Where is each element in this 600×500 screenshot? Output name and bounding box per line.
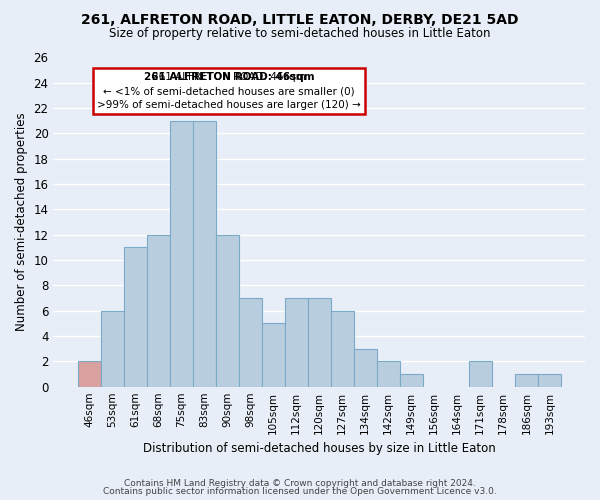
Bar	[146, 235, 170, 386]
Bar	[193, 121, 215, 386]
Text: 261 ALFRETON ROAD: 46sqm: 261 ALFRETON ROAD: 46sqm	[143, 72, 314, 83]
Bar	[124, 248, 146, 386]
Bar	[331, 310, 354, 386]
Bar	[170, 121, 193, 386]
Text: Contains HM Land Registry data © Crown copyright and database right 2024.: Contains HM Land Registry data © Crown c…	[124, 478, 476, 488]
Text: Size of property relative to semi-detached houses in Little Eaton: Size of property relative to semi-detach…	[109, 28, 491, 40]
Y-axis label: Number of semi-detached properties: Number of semi-detached properties	[15, 113, 28, 332]
X-axis label: Distribution of semi-detached houses by size in Little Eaton: Distribution of semi-detached houses by …	[143, 442, 496, 455]
Bar	[308, 298, 331, 386]
Bar	[101, 310, 124, 386]
Bar	[239, 298, 262, 386]
Bar	[400, 374, 423, 386]
Bar	[77, 362, 101, 386]
Bar	[469, 362, 492, 386]
Bar	[538, 374, 561, 386]
Bar	[377, 362, 400, 386]
Bar	[284, 298, 308, 386]
Text: 261 ALFRETON ROAD: 46sqm
← <1% of semi-detached houses are smaller (0)
>99% of s: 261 ALFRETON ROAD: 46sqm ← <1% of semi-d…	[97, 72, 361, 110]
Bar	[215, 235, 239, 386]
Text: 261, ALFRETON ROAD, LITTLE EATON, DERBY, DE21 5AD: 261, ALFRETON ROAD, LITTLE EATON, DERBY,…	[81, 12, 519, 26]
Bar	[515, 374, 538, 386]
Bar	[354, 348, 377, 387]
Bar	[262, 324, 284, 386]
Text: Contains public sector information licensed under the Open Government Licence v3: Contains public sector information licen…	[103, 487, 497, 496]
